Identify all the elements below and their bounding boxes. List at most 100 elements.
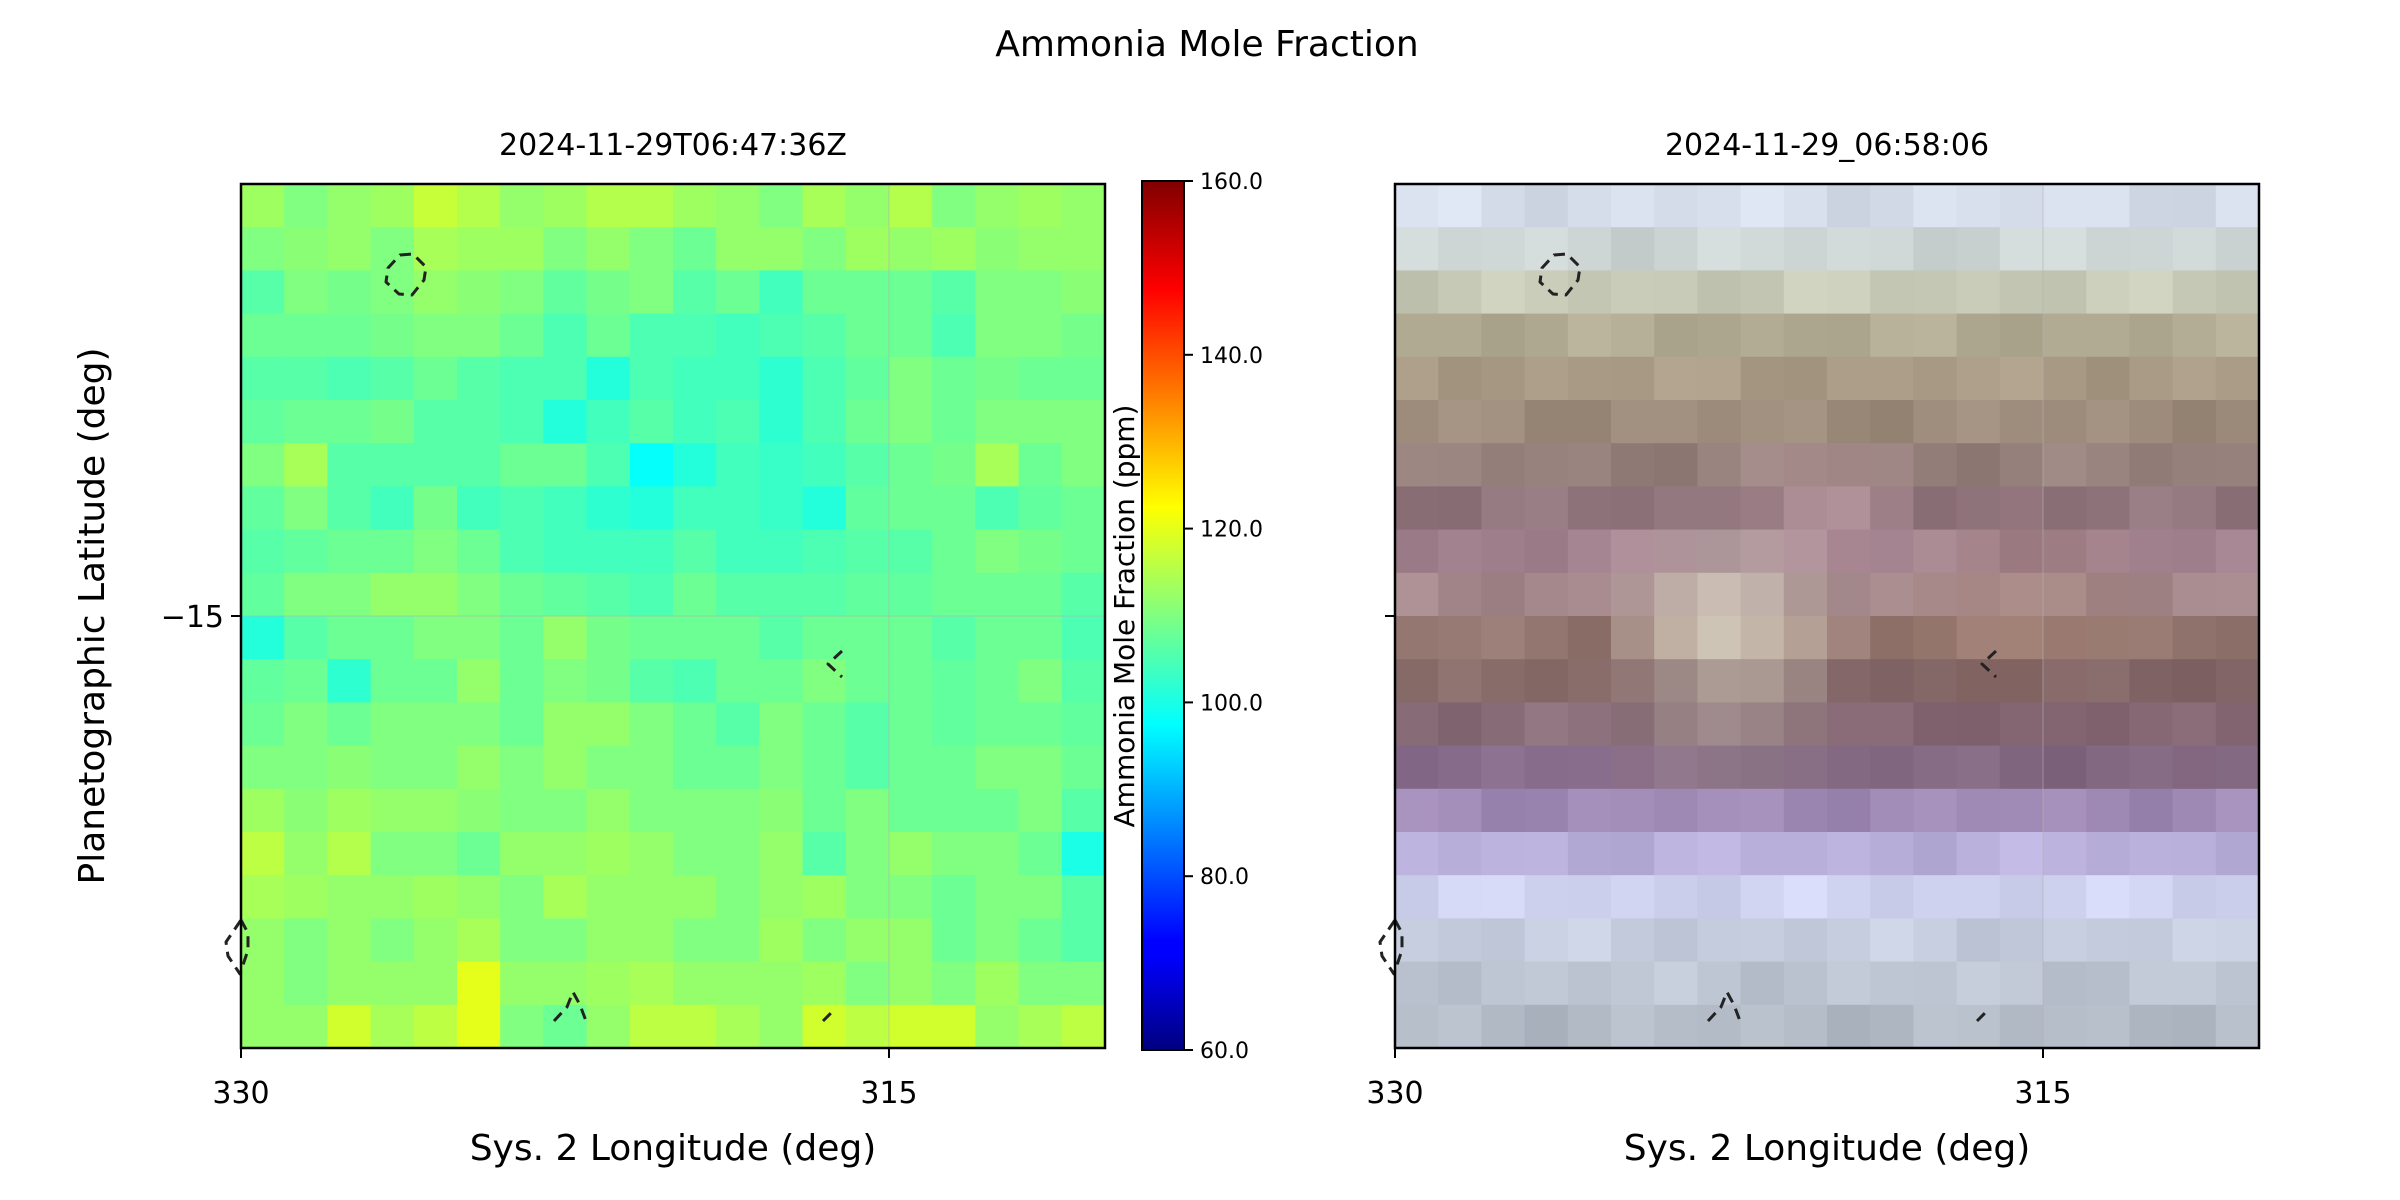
image-cell bbox=[2043, 918, 2087, 963]
heatmap-cell bbox=[845, 918, 890, 963]
image-cell bbox=[2172, 356, 2217, 401]
image-cell bbox=[1567, 788, 1612, 833]
heatmap-cell bbox=[413, 227, 458, 271]
heatmap-cell bbox=[370, 961, 415, 1006]
image-cell bbox=[1654, 529, 1698, 574]
image-cell bbox=[1611, 356, 1655, 401]
heatmap-cell bbox=[716, 443, 760, 487]
image-cell bbox=[1524, 356, 1569, 401]
contour-lower-mid bbox=[1706, 990, 1742, 1023]
heatmap-cell bbox=[457, 572, 501, 617]
image-cell bbox=[1740, 616, 1785, 660]
image-cell bbox=[2172, 572, 2217, 617]
image-cell bbox=[1395, 659, 1439, 703]
heatmap-cell bbox=[284, 961, 328, 1006]
ammonia-panel-title: 2024-11-29T06:47:36Z bbox=[499, 128, 847, 163]
heatmap-cell bbox=[845, 486, 890, 531]
image-cell bbox=[2129, 659, 2174, 703]
heatmap-cell bbox=[716, 356, 760, 401]
image-cell bbox=[1783, 529, 1828, 574]
image-cell bbox=[1783, 961, 1828, 1006]
heatmap-cell bbox=[586, 184, 631, 228]
image-cell bbox=[1395, 227, 1439, 271]
image-cell bbox=[2043, 616, 2087, 660]
heatmap-cell bbox=[629, 1004, 674, 1049]
image-cell bbox=[1481, 832, 1526, 876]
image-cell bbox=[1999, 788, 2044, 833]
heatmap-cell bbox=[716, 184, 760, 228]
image-cell bbox=[1783, 788, 1828, 833]
heatmap-cell bbox=[370, 356, 415, 401]
heatmap-cell bbox=[457, 832, 501, 876]
heatmap-cell bbox=[802, 572, 847, 617]
heatmap-cell bbox=[241, 961, 285, 1006]
image-cell bbox=[2172, 702, 2217, 747]
heatmap-cell bbox=[932, 184, 976, 228]
image-cell bbox=[1827, 745, 1871, 790]
image-cell bbox=[2172, 443, 2217, 487]
heatmap-cell bbox=[629, 486, 674, 531]
heatmap-cell bbox=[673, 486, 717, 531]
image-cell bbox=[2086, 1004, 2130, 1049]
heatmap-cell bbox=[284, 356, 328, 401]
image-cell bbox=[1783, 875, 1828, 919]
image-cell bbox=[1827, 529, 1871, 574]
image-cell bbox=[1913, 961, 1958, 1006]
heatmap-cell bbox=[586, 227, 631, 271]
image-cell bbox=[1567, 1004, 1612, 1049]
image-cell bbox=[2172, 313, 2217, 358]
image-cell bbox=[1827, 659, 1871, 703]
image-cell bbox=[1567, 961, 1612, 1006]
ammonia-xlabel: Sys. 2 Longitude (deg) bbox=[470, 1128, 877, 1169]
heatmap-cell bbox=[629, 356, 674, 401]
ammonia-panel: 2024-11-29T06:47:36Z 330 315 Sys. 2 Long… bbox=[72, 128, 1107, 1169]
image-cell bbox=[1999, 529, 2044, 574]
heatmap-cell bbox=[370, 270, 415, 315]
image-cell bbox=[1956, 659, 2001, 703]
heatmap-cell bbox=[716, 659, 760, 703]
heatmap-cell bbox=[457, 788, 501, 833]
image-cell bbox=[2215, 529, 2260, 574]
image-cell bbox=[2172, 227, 2217, 271]
heatmap-cell bbox=[586, 875, 631, 919]
image-cell bbox=[1870, 1004, 1914, 1049]
heatmap-cell bbox=[543, 1004, 588, 1049]
image-cell bbox=[1870, 227, 1914, 271]
heatmap-cell bbox=[586, 356, 631, 401]
heatmap-cell bbox=[629, 875, 674, 919]
image-cell bbox=[1697, 875, 1742, 919]
heatmap-cell bbox=[673, 788, 717, 833]
image-cell bbox=[1524, 875, 1569, 919]
heatmap-cell bbox=[845, 443, 890, 487]
heatmap-cell bbox=[413, 313, 458, 358]
heatmap-cell bbox=[1061, 400, 1106, 444]
heatmap-cell bbox=[1061, 875, 1106, 919]
image-cell bbox=[1783, 702, 1828, 747]
image-cell bbox=[2172, 961, 2217, 1006]
truecolor-xlabel: Sys. 2 Longitude (deg) bbox=[1624, 1128, 2031, 1169]
image-cell bbox=[1740, 572, 1785, 617]
image-cell bbox=[1827, 313, 1871, 358]
image-cell bbox=[1783, 400, 1828, 444]
image-cell bbox=[1395, 616, 1439, 660]
heatmap-cell bbox=[413, 529, 458, 574]
heatmap-cell bbox=[759, 313, 804, 358]
image-cell bbox=[1567, 270, 1612, 315]
heatmap-cell bbox=[586, 270, 631, 315]
image-cell bbox=[2086, 875, 2130, 919]
colorbar: 60.0 80.0 100.0 120.0 140.0 160.0 Ammonia Mol… bbox=[1108, 170, 1263, 1064]
heatmap-cell bbox=[845, 832, 890, 876]
heatmap-cell bbox=[500, 184, 544, 228]
image-cell bbox=[1481, 702, 1526, 747]
heatmap-cell bbox=[1061, 486, 1106, 531]
image-cell bbox=[1567, 443, 1612, 487]
image-cell bbox=[1697, 486, 1742, 531]
heatmap-cell bbox=[543, 832, 588, 876]
image-cell bbox=[1438, 400, 1482, 444]
heatmap-cell bbox=[1018, 529, 1063, 574]
heatmap-cell bbox=[543, 788, 588, 833]
heatmap-cell bbox=[932, 659, 976, 703]
image-cell bbox=[1567, 529, 1612, 574]
image-cell bbox=[1783, 616, 1828, 660]
image-cell bbox=[1567, 918, 1612, 963]
